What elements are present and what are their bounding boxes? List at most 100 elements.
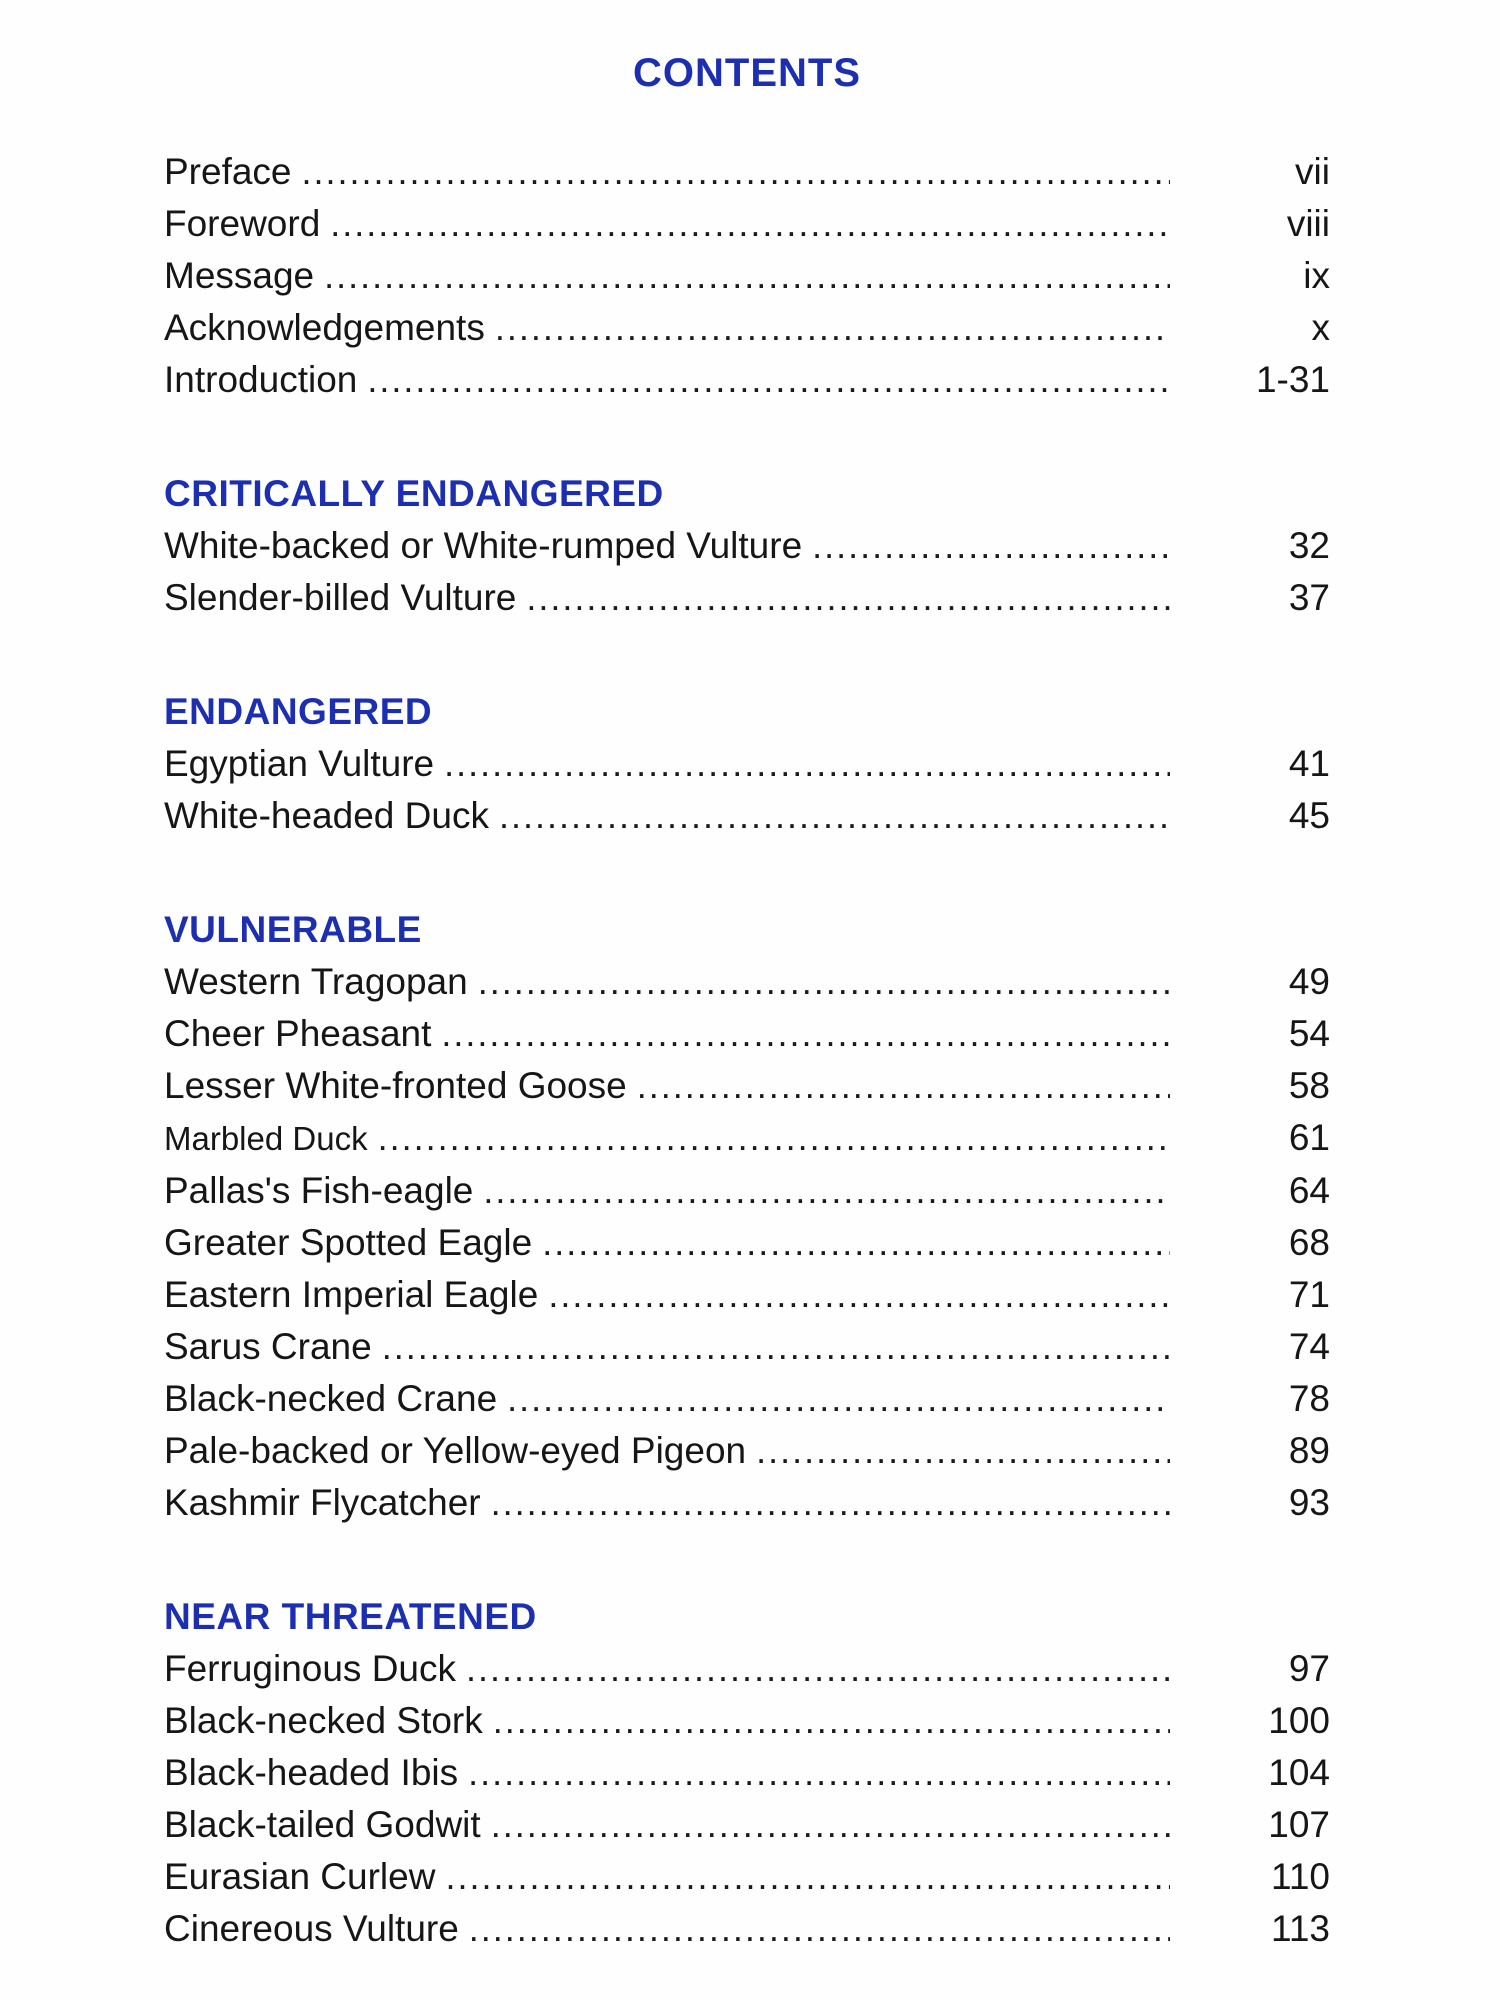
toc-entry-label: Western Tragopan xyxy=(164,961,468,1002)
toc-entry-page: 110 xyxy=(1271,1856,1330,1897)
dot-leader xyxy=(637,1060,1170,1112)
section-near-threatened: NEAR THREATENED Ferruginous Duck 97 Blac… xyxy=(164,1591,1330,1955)
toc-entry-label: Cinereous Vulture xyxy=(164,1908,459,1949)
toc-entry-label: Ferruginous Duck xyxy=(164,1648,457,1689)
toc-entry-page: 78 xyxy=(1288,1378,1330,1419)
dot-leader xyxy=(507,1373,1170,1425)
dot-leader xyxy=(466,1643,1170,1695)
dot-leader xyxy=(478,956,1170,1008)
toc-entry-page: 93 xyxy=(1288,1482,1330,1523)
toc-entry-page: x xyxy=(1311,307,1331,348)
toc-entry-page: 58 xyxy=(1288,1065,1330,1106)
dot-leader xyxy=(542,1217,1170,1269)
toc-entry-label: Egyptian Vulture xyxy=(164,743,435,784)
toc-entry-page: 71 xyxy=(1288,1274,1330,1315)
toc-entry: Acknowledgements x xyxy=(164,302,1330,354)
dot-leader xyxy=(548,1269,1170,1321)
toc-entry-page: 49 xyxy=(1288,961,1330,1002)
toc-entry: Kashmir Flycatcher 93 xyxy=(164,1477,1330,1529)
toc-entry: Slender-billed Vulture 37 xyxy=(164,572,1330,624)
toc-entry-label: Pallas's Fish-eagle xyxy=(164,1170,474,1211)
toc-entry: White-headed Duck 45 xyxy=(164,790,1330,842)
toc-entry: Pale-backed or Yellow-eyed Pigeon 89 xyxy=(164,1425,1330,1477)
toc-entry: Ferruginous Duck 97 xyxy=(164,1643,1330,1695)
section-heading: CRITICALLY ENDANGERED xyxy=(164,473,664,514)
toc-entry: Western Tragopan 49 xyxy=(164,956,1330,1008)
toc-entry: Lesser White-fronted Goose 58 xyxy=(164,1060,1330,1112)
toc-entry: Egyptian Vulture 41 xyxy=(164,738,1330,790)
toc-entry-page: 32 xyxy=(1288,525,1330,566)
toc-entry-label: Marbled Duck xyxy=(164,1120,368,1157)
toc-entry-label: Kashmir Flycatcher xyxy=(164,1482,481,1523)
dot-leader xyxy=(483,1165,1170,1217)
toc-entry: Pallas's Fish-eagle 64 xyxy=(164,1165,1330,1217)
toc-entry: Message ix xyxy=(164,250,1330,302)
toc-entry-label: Cheer Pheasant xyxy=(164,1013,432,1054)
dot-leader xyxy=(444,738,1170,790)
toc-entry: Sarus Crane 74 xyxy=(164,1321,1330,1373)
toc-entry: Cinereous Vulture 113 xyxy=(164,1903,1330,1955)
toc-entry: Eastern Imperial Eagle 71 xyxy=(164,1269,1330,1321)
section-vulnerable: VULNERABLE Western Tragopan 49 Cheer Phe… xyxy=(164,904,1330,1529)
toc-entry-label: Preface xyxy=(164,151,292,192)
toc-entry-label: Black-necked Stork xyxy=(164,1700,483,1741)
toc-entry-label: Slender-billed Vulture xyxy=(164,577,517,618)
toc-entry-page: 41 xyxy=(1288,743,1330,784)
toc-entry-label: White-backed or White-rumped Vulture xyxy=(164,525,803,566)
toc-entry-label: Lesser White-fronted Goose xyxy=(164,1065,627,1106)
toc-entry: Black-headed Ibis 104 xyxy=(164,1747,1330,1799)
toc-entry-label: Pale-backed or Yellow-eyed Pigeon xyxy=(164,1430,747,1471)
toc-entry-label: Acknowledgements xyxy=(164,307,485,348)
toc-entry-page: viii xyxy=(1286,203,1330,244)
toc-entry-label: Foreword xyxy=(164,203,321,244)
toc-entry-page: 37 xyxy=(1288,577,1330,618)
section-endangered: ENDANGERED Egyptian Vulture 41 White-hea… xyxy=(164,686,1330,842)
toc-entry-label: Introduction xyxy=(164,359,358,400)
toc-entry-page: 1-31 xyxy=(1255,359,1330,400)
toc-entry-label: Eurasian Curlew xyxy=(164,1856,436,1897)
toc-entry-label: Sarus Crane xyxy=(164,1326,372,1367)
toc-entry-page: 61 xyxy=(1288,1117,1330,1158)
section-heading: ENDANGERED xyxy=(164,691,433,732)
toc-entry-page: 97 xyxy=(1288,1648,1330,1689)
toc-entry-label: Message xyxy=(164,255,315,296)
toc-entry: Cheer Pheasant 54 xyxy=(164,1008,1330,1060)
dot-leader xyxy=(491,1477,1170,1529)
toc-entry-label: Black-headed Ibis xyxy=(164,1752,459,1793)
toc-entry: Introduction 1-31 xyxy=(164,354,1330,406)
toc-entry-label: Black-necked Crane xyxy=(164,1378,498,1419)
section-critically-endangered: CRITICALLY ENDANGERED White-backed or Wh… xyxy=(164,468,1330,624)
toc-entry: White-backed or White-rumped Vulture 32 xyxy=(164,520,1330,572)
toc-entry-page: 100 xyxy=(1268,1700,1330,1741)
front-matter-list: Preface vii Foreword viii Message ix Ack… xyxy=(164,146,1330,406)
dot-leader xyxy=(468,1747,1170,1799)
toc-entry-page: 113 xyxy=(1271,1908,1330,1949)
toc-entry-label: White-headed Duck xyxy=(164,795,489,836)
toc-entry-page: 54 xyxy=(1288,1013,1330,1054)
toc-entry: Black-tailed Godwit 107 xyxy=(164,1799,1330,1851)
section-heading: VULNERABLE xyxy=(164,909,422,950)
dot-leader xyxy=(493,1695,1170,1747)
page-title: CONTENTS xyxy=(633,51,861,95)
dot-leader xyxy=(469,1903,1170,1955)
dot-leader xyxy=(382,1321,1170,1373)
toc-entry-page: 45 xyxy=(1288,795,1330,836)
dot-leader xyxy=(367,354,1170,406)
toc-entry-page: 89 xyxy=(1288,1430,1330,1471)
dot-leader xyxy=(526,572,1170,624)
toc-entry-page: ix xyxy=(1303,255,1330,296)
toc-entry: Foreword viii xyxy=(164,198,1330,250)
toc-entry-page: 74 xyxy=(1288,1326,1330,1367)
dot-leader xyxy=(756,1425,1170,1477)
toc-entry: Black-necked Crane 78 xyxy=(164,1373,1330,1425)
toc-entry-label: Eastern Imperial Eagle xyxy=(164,1274,539,1315)
dot-leader xyxy=(812,520,1170,572)
dot-leader xyxy=(491,1799,1170,1851)
toc-entry: Greater Spotted Eagle 68 xyxy=(164,1217,1330,1269)
toc-entry-page: vii xyxy=(1295,151,1330,192)
toc-entry: Preface vii xyxy=(164,146,1330,198)
section-heading: NEAR THREATENED xyxy=(164,1596,537,1637)
dot-leader xyxy=(324,250,1170,302)
toc-entry-page: 107 xyxy=(1268,1804,1330,1845)
